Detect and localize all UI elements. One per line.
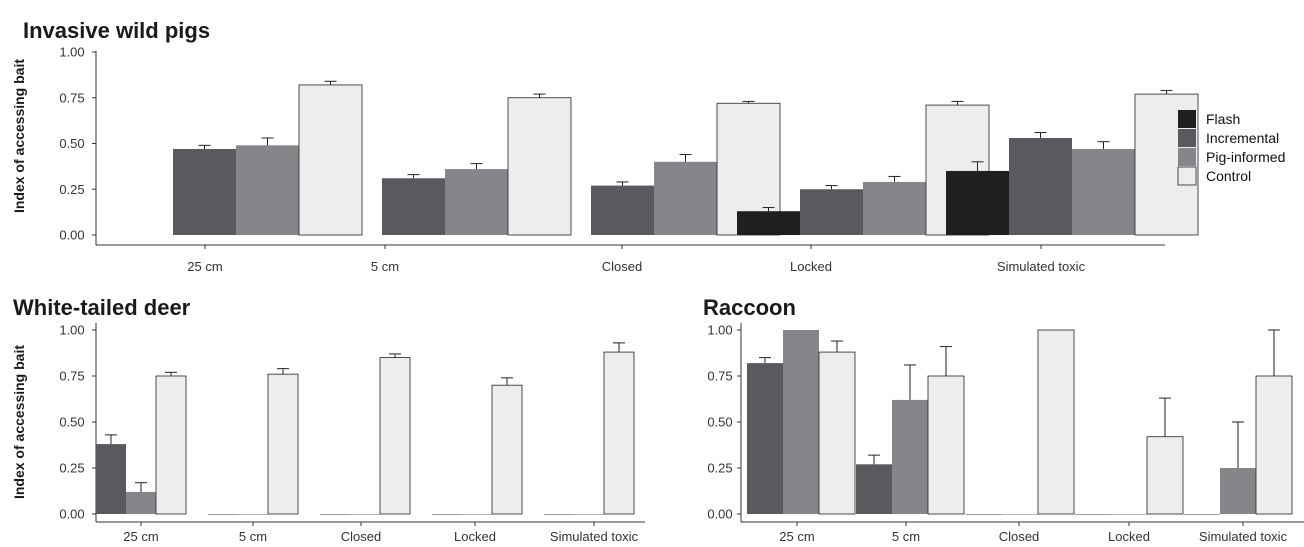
bar <box>1111 514 1147 515</box>
bar <box>1075 514 1111 515</box>
bar <box>544 514 574 515</box>
legend-swatch-pig-informed <box>1178 148 1196 166</box>
y-tick-label: 0.00 <box>59 507 84 522</box>
legend-swatch-control <box>1177 166 1197 186</box>
chart-title: Invasive wild pigs <box>23 18 210 43</box>
bar <box>238 514 268 515</box>
x-tick-label: Closed <box>999 529 1039 544</box>
bar <box>1146 436 1184 515</box>
y-tick-label: 0.75 <box>707 369 732 384</box>
legend-label: Incremental <box>1206 130 1279 146</box>
y-tick-label: 0.75 <box>59 369 84 384</box>
bar <box>800 189 863 235</box>
bar <box>491 384 523 515</box>
bar <box>507 97 572 236</box>
bar <box>267 373 299 515</box>
bar <box>818 351 856 515</box>
legend-swatch-flash <box>1178 110 1196 128</box>
y-tick-label: 0.25 <box>59 461 84 476</box>
bar <box>236 145 299 235</box>
bar <box>320 514 350 515</box>
bar <box>1072 148 1135 235</box>
bar <box>173 148 236 235</box>
chart-panel-2: Raccoon 0.00 0.25 0.50 0.75 1.00 25 cm 5 cm Clos… <box>703 295 1304 544</box>
y-axis-label: Index of accessing bait <box>11 59 27 213</box>
x-tick-label: Simulated toxic <box>1199 529 1288 544</box>
y-tick-label: 0.50 <box>707 415 732 430</box>
bar <box>1220 468 1256 514</box>
bar <box>892 399 928 514</box>
x-tick-label: Closed <box>602 259 642 274</box>
y-tick-label: 0.00 <box>59 228 84 243</box>
x-tick-label: 25 cm <box>187 259 222 274</box>
bar <box>379 357 411 515</box>
bar <box>574 514 604 515</box>
chart-title: White-tailed deer <box>13 295 191 320</box>
legend-swatch-incremental <box>1178 129 1196 147</box>
bar <box>747 363 783 514</box>
legend-label: Flash <box>1206 111 1240 127</box>
bar <box>1002 514 1038 515</box>
x-tick-label: 5 cm <box>371 259 399 274</box>
x-tick-label: 5 cm <box>892 529 920 544</box>
y-tick-label: 0.75 <box>59 90 84 105</box>
chart-title: Raccoon <box>703 295 796 320</box>
bar <box>1037 329 1075 515</box>
y-tick-label: 0.25 <box>59 182 84 197</box>
y-tick-label: 1.00 <box>59 45 84 60</box>
chart-panel-1: White-tailed deer Index of accessing bait… <box>11 295 645 544</box>
bar <box>445 169 508 235</box>
bar <box>382 178 445 235</box>
y-tick-label: 0.50 <box>59 136 84 151</box>
bar <box>1255 375 1293 515</box>
bar <box>856 464 892 514</box>
x-tick-label: 25 cm <box>123 529 158 544</box>
bar <box>737 211 800 235</box>
bar <box>432 514 462 515</box>
y-tick-label: 1.00 <box>59 323 84 338</box>
bar <box>462 514 492 515</box>
x-tick-label: Locked <box>1108 529 1150 544</box>
bar <box>155 375 187 515</box>
x-tick-label: Locked <box>454 529 496 544</box>
bar <box>350 514 380 515</box>
bar <box>96 444 126 514</box>
x-tick-label: Locked <box>790 259 832 274</box>
x-tick-label: 5 cm <box>239 529 267 544</box>
bar <box>946 170 1009 235</box>
bar <box>783 330 819 514</box>
y-tick-label: 1.00 <box>707 323 732 338</box>
bar <box>1009 138 1072 235</box>
chart-panel-0: Invasive wild pigs Index of accessing bai… <box>11 18 1199 274</box>
legend: Flash Incremental Pig-informed Control <box>1177 110 1285 186</box>
x-tick-label: 25 cm <box>779 529 814 544</box>
legend-label: Control <box>1206 168 1251 184</box>
x-tick-label: Simulated toxic <box>997 259 1086 274</box>
bar <box>927 375 965 515</box>
y-axis-label: Index of accessing bait <box>11 345 27 499</box>
y-tick-label: 0.00 <box>707 507 732 522</box>
bar <box>654 161 717 235</box>
y-tick-label: 0.25 <box>707 461 732 476</box>
bar <box>603 351 635 515</box>
bar <box>966 514 1002 515</box>
x-tick-label: Closed <box>341 529 381 544</box>
bar <box>1184 514 1220 515</box>
legend-label: Pig-informed <box>1206 149 1285 165</box>
bar <box>126 491 156 514</box>
bar <box>208 514 238 515</box>
y-tick-label: 0.50 <box>59 415 84 430</box>
bar <box>863 181 926 235</box>
x-tick-label: Simulated toxic <box>550 529 639 544</box>
bar <box>298 84 363 236</box>
bar <box>591 185 654 235</box>
